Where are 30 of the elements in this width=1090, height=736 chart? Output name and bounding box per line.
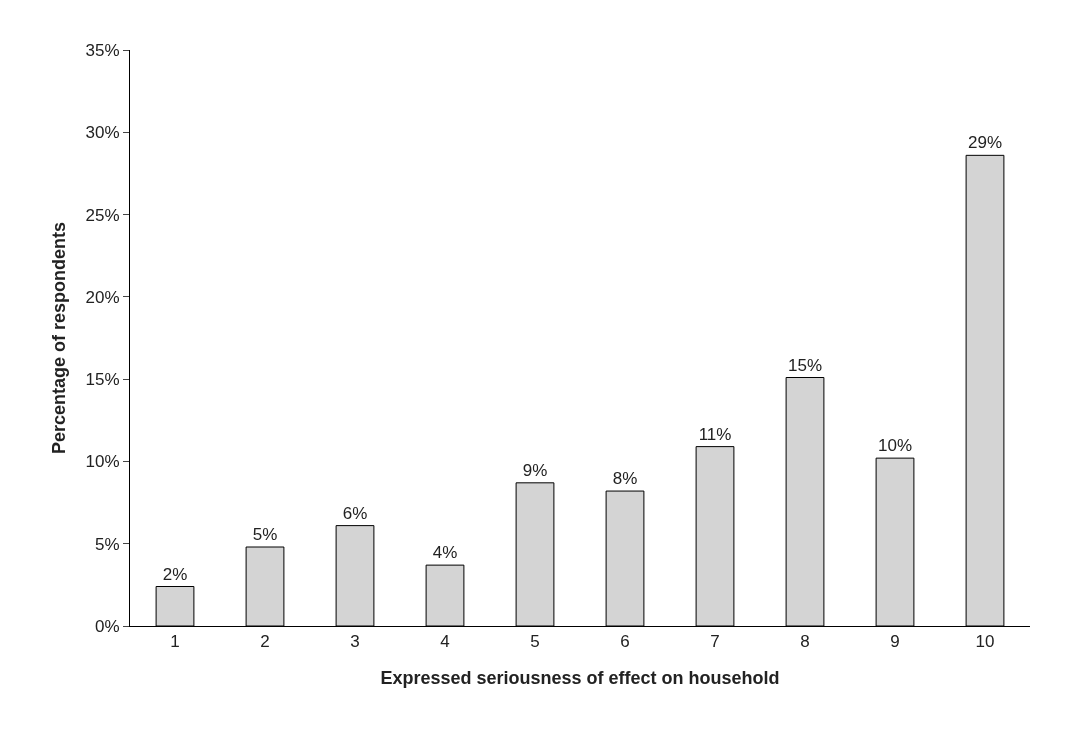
data-label: 4% (432, 543, 458, 563)
y-tick-label: 0% (95, 616, 120, 636)
y-tick-label: 20% (85, 287, 120, 307)
x-tick-label: 6 (620, 632, 630, 652)
y-tick-label: 25% (85, 205, 120, 225)
data-label: 2% (162, 564, 188, 584)
x-tick-label: 3 (350, 632, 360, 652)
y-tick-label: 5% (95, 534, 120, 554)
x-tick-label: 5 (530, 632, 540, 652)
y-tick-label: 15% (85, 370, 120, 390)
data-label: 6% (342, 503, 368, 523)
data-label: 10% (877, 436, 913, 456)
y-axis-title: Percentage of respondents (48, 221, 69, 455)
x-tick-label: 7 (710, 632, 720, 652)
data-label: 11% (698, 424, 732, 444)
data-label: 8% (612, 469, 638, 489)
data-label: 5% (252, 525, 278, 545)
y-tick-label: 10% (85, 452, 120, 472)
x-axis-title: Expressed seriousness of effect on household (380, 667, 780, 688)
y-tick-label: 35% (85, 40, 120, 60)
x-tick-label: 8 (800, 632, 810, 652)
x-tick-label: 9 (890, 632, 900, 652)
data-label: 29% (967, 133, 1003, 153)
x-tick-label: 4 (440, 632, 450, 652)
data-label: 15% (787, 355, 823, 375)
x-tick-label: 1 (170, 632, 180, 652)
x-tick-label: 10 (975, 632, 995, 652)
y-tick-label: 30% (85, 123, 120, 143)
x-tick-label: 2 (260, 632, 270, 652)
data-label: 9% (522, 460, 548, 480)
